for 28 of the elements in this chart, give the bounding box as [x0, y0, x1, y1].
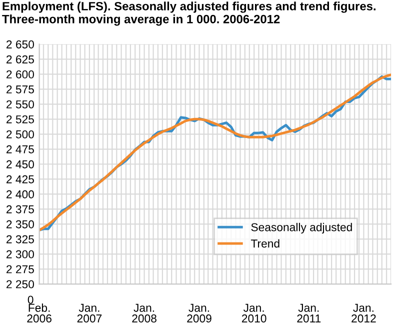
y-tick-label: 2 325 — [6, 235, 34, 244]
legend-label: Trend — [250, 239, 280, 248]
x-tick-label: Jan. 2007 — [77, 304, 102, 322]
y-tick-label: 2 250 — [6, 280, 34, 288]
x-tick-label: Jan. 2009 — [187, 304, 212, 322]
y-tick-label: 2 525 — [6, 115, 34, 124]
y-tick-label: 2 275 — [6, 265, 34, 274]
legend-label: Seasonally adjusted — [251, 222, 352, 234]
x-tick-label: Jan. 2012 — [352, 304, 376, 322]
y-tick-label: 2 650 — [6, 40, 34, 48]
y-tick-label: 2 475 — [6, 145, 34, 154]
y-tick-label: 2 350 — [6, 220, 34, 228]
y-tick-label: 2 425 — [6, 175, 34, 184]
chart-title: Employment (LFS). Seasonally adjusted figures and trend figures. Three-month moving average in 1 000. 2006-2012 — [2, 2, 376, 26]
y-tick-label: 2 575 — [6, 85, 34, 94]
text: 0 — [28, 296, 34, 304]
y-tick-label: 2 550 — [6, 100, 34, 108]
x-tick-label: Jan. 2011 — [297, 304, 321, 322]
y-tick-label: 2 375 — [6, 205, 34, 214]
y-tick-label: 2 450 — [6, 160, 34, 168]
y-tick-label: 2 500 — [6, 130, 34, 138]
y-tick-label: 2 625 — [6, 55, 34, 64]
x-tick-label: Feb. 2006 — [27, 303, 52, 322]
y-tick-label: 2 400 — [6, 190, 34, 198]
x-tick-label: Jan. 2008 — [132, 304, 156, 322]
x-tick-label: Jan. 2010 — [242, 304, 266, 322]
y-tick-label: 2 300 — [6, 250, 34, 258]
y-tick-label: 2 600 — [6, 70, 34, 78]
